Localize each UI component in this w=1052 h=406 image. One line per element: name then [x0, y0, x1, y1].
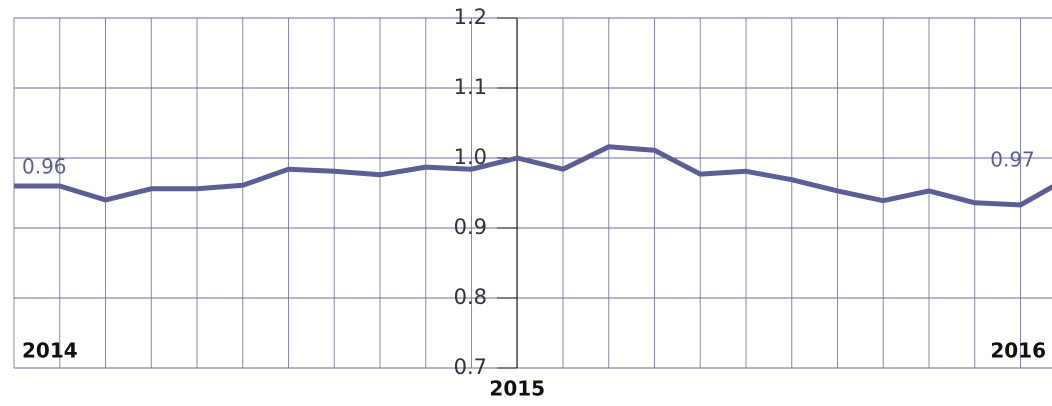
y-tick-label: 1.1 [454, 75, 487, 99]
y-tick-label: 0.9 [454, 215, 487, 239]
x-tick-label: 2014 [22, 339, 78, 363]
value-label: 0.96 [22, 155, 67, 179]
y-tick-label: 1.2 [454, 5, 487, 29]
y-tick-label: 0.7 [454, 355, 487, 379]
line [14, 144, 1052, 208]
x-tick-label: 2016 [990, 339, 1046, 363]
value-label: 0.97 [990, 148, 1035, 172]
y-tick-label: 0.8 [454, 285, 487, 309]
x-tick-label: 2015 [489, 377, 545, 401]
